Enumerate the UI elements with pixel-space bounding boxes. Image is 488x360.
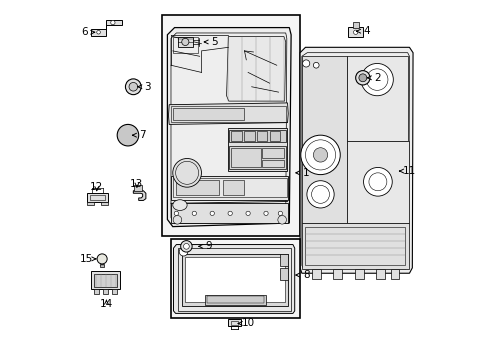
Circle shape [192, 211, 196, 216]
Circle shape [180, 240, 192, 252]
Circle shape [264, 211, 267, 216]
Polygon shape [346, 140, 408, 223]
Polygon shape [176, 180, 219, 195]
Polygon shape [172, 108, 244, 120]
Polygon shape [178, 37, 192, 47]
Circle shape [302, 60, 309, 67]
Circle shape [277, 216, 286, 224]
Polygon shape [112, 289, 117, 294]
Circle shape [363, 167, 391, 196]
Polygon shape [168, 103, 287, 125]
Polygon shape [390, 269, 399, 279]
Circle shape [210, 211, 214, 216]
Polygon shape [348, 27, 362, 37]
Text: 3: 3 [138, 82, 151, 92]
Polygon shape [223, 180, 244, 195]
Text: 14: 14 [100, 299, 113, 309]
Polygon shape [256, 131, 267, 140]
Circle shape [360, 63, 392, 96]
Circle shape [313, 148, 327, 162]
Circle shape [174, 211, 178, 216]
Polygon shape [333, 269, 341, 279]
Circle shape [353, 30, 357, 35]
Text: 15: 15 [79, 254, 96, 264]
Polygon shape [352, 22, 358, 28]
Polygon shape [185, 257, 284, 302]
Circle shape [355, 71, 369, 85]
Polygon shape [230, 131, 241, 140]
Polygon shape [301, 56, 346, 223]
Polygon shape [171, 239, 300, 318]
Text: 11: 11 [399, 166, 415, 176]
Circle shape [110, 21, 115, 25]
Circle shape [306, 181, 333, 208]
Text: 2: 2 [367, 73, 380, 83]
Polygon shape [103, 289, 108, 294]
Circle shape [182, 39, 188, 45]
Polygon shape [100, 264, 104, 267]
Polygon shape [311, 269, 320, 279]
Polygon shape [279, 253, 287, 266]
Polygon shape [173, 244, 294, 314]
Ellipse shape [172, 200, 187, 211]
Circle shape [173, 216, 182, 224]
Text: 13: 13 [130, 179, 143, 189]
Polygon shape [269, 131, 280, 140]
Text: 8: 8 [295, 270, 309, 280]
Polygon shape [300, 47, 412, 273]
Polygon shape [171, 176, 287, 200]
Text: 1: 1 [295, 168, 309, 178]
Circle shape [172, 158, 201, 187]
Polygon shape [134, 185, 142, 191]
Polygon shape [133, 191, 145, 201]
Polygon shape [204, 295, 265, 305]
Text: 10: 10 [238, 319, 254, 328]
Polygon shape [94, 289, 99, 294]
Circle shape [358, 74, 366, 82]
Polygon shape [354, 269, 363, 279]
Text: 5: 5 [204, 37, 217, 47]
Polygon shape [91, 271, 120, 289]
Polygon shape [229, 130, 285, 142]
Polygon shape [346, 56, 407, 140]
Circle shape [179, 247, 187, 256]
Circle shape [300, 135, 340, 175]
Circle shape [245, 211, 250, 216]
Circle shape [125, 79, 141, 95]
Circle shape [97, 254, 107, 264]
Polygon shape [162, 15, 300, 235]
Text: 4: 4 [356, 26, 369, 36]
Circle shape [183, 243, 189, 249]
Polygon shape [182, 253, 287, 306]
Text: 12: 12 [90, 182, 103, 192]
Circle shape [227, 211, 232, 216]
Polygon shape [86, 193, 108, 202]
Polygon shape [86, 202, 94, 205]
Polygon shape [101, 202, 108, 205]
Polygon shape [94, 274, 117, 287]
Circle shape [117, 125, 139, 146]
Polygon shape [91, 20, 122, 36]
Polygon shape [301, 223, 408, 269]
Circle shape [278, 211, 282, 216]
Polygon shape [228, 128, 286, 171]
Polygon shape [167, 28, 290, 226]
Polygon shape [279, 268, 287, 280]
Circle shape [313, 62, 319, 68]
Text: 7: 7 [132, 130, 145, 140]
Polygon shape [229, 146, 285, 169]
Polygon shape [171, 203, 287, 223]
Circle shape [129, 82, 137, 91]
Text: 6: 6 [81, 27, 94, 37]
Polygon shape [226, 37, 285, 101]
Polygon shape [244, 131, 254, 140]
Polygon shape [376, 269, 384, 279]
Text: 9: 9 [199, 241, 211, 251]
Polygon shape [227, 319, 241, 326]
Circle shape [97, 31, 100, 34]
